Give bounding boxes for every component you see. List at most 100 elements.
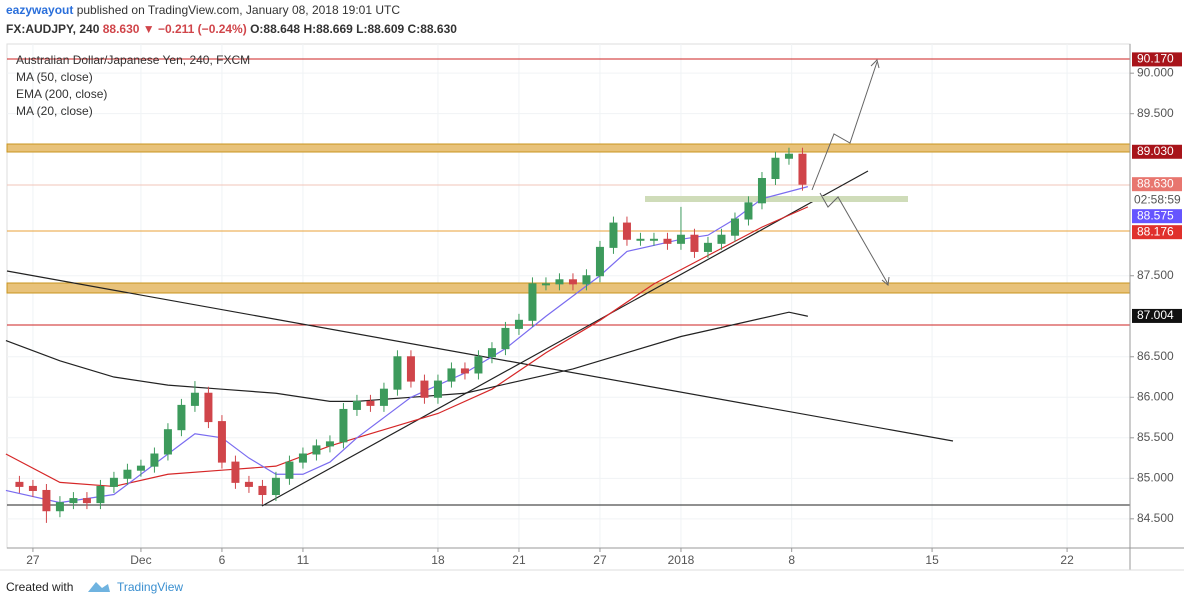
y-tick-label: 85.500 [1137, 430, 1174, 444]
candle-body [136, 465, 145, 471]
moving-average-line [5, 186, 809, 504]
y-tick-label: 86.000 [1137, 389, 1174, 403]
x-tick-label: 8 [788, 553, 795, 567]
candle-body [177, 404, 186, 431]
legend: MA (50, close) EMA (200, close) MA (20, cl… [16, 70, 107, 118]
x-tick-label: 27 [593, 553, 607, 567]
candle-body [15, 481, 24, 487]
candle-body [622, 222, 631, 240]
candle-body [744, 202, 753, 220]
arrow-up [811, 61, 878, 191]
candle-body [555, 279, 564, 285]
brand-logo [88, 582, 110, 592]
price-tag-label: 88.176 [1137, 224, 1174, 238]
price-tag [1132, 225, 1182, 240]
resistance-zone [6, 143, 1131, 153]
candle-body [447, 368, 456, 382]
candle-body [109, 477, 118, 487]
price-tag-label: 88.575 [1137, 208, 1174, 222]
open: O:88.648 [250, 22, 300, 36]
candle-body [541, 283, 550, 286]
y-tick-label: 89.500 [1137, 106, 1174, 120]
x-tick-label: 22 [1060, 553, 1074, 567]
footer-brand[interactable]: TradingView [117, 580, 183, 594]
price: 88.630 [103, 22, 140, 36]
price-tag-label: 89.030 [1137, 144, 1174, 158]
x-tick-label: 6 [219, 553, 226, 567]
candle-body [217, 421, 226, 463]
candle-body [325, 441, 334, 447]
candle-body [798, 153, 807, 185]
candle-body [285, 461, 294, 479]
x-tick-label: Dec [130, 553, 151, 567]
axes: 84.500 85.000 85.500 86.000 86.500 87.500 89.5… [26, 52, 1182, 567]
candle-body [568, 279, 577, 285]
legend-entry: EMA (200, close) [16, 87, 107, 101]
candle-body [514, 319, 523, 329]
header-line: eazywayout published on TradingView.com,… [6, 3, 400, 17]
x-tick-label: 27 [26, 553, 40, 567]
footer-created: Created with [6, 580, 73, 594]
x-tick-label: 18 [431, 553, 445, 567]
pivot-zone [645, 196, 908, 202]
author[interactable]: eazywayout [6, 3, 73, 17]
candle-body [703, 242, 712, 252]
low: L:88.609 [356, 22, 404, 36]
candle-body [474, 356, 483, 374]
candle-body [582, 275, 591, 285]
candle-body [730, 218, 739, 236]
candle-body [406, 356, 415, 382]
arrow-down [819, 192, 889, 285]
candle-body [42, 489, 51, 512]
candle-body [609, 222, 618, 248]
candle-body [69, 498, 78, 504]
candle-body [204, 392, 213, 423]
candle-body [352, 400, 361, 410]
countdown: 02:58:59 [1134, 192, 1181, 206]
candle-body [757, 178, 766, 204]
moving-average-line [5, 206, 809, 488]
candle-body [123, 469, 132, 479]
y-tick-label: 87.500 [1137, 268, 1174, 282]
candle-body [163, 429, 172, 455]
candle-body [784, 153, 793, 159]
legend-entry: MA (50, close) [16, 70, 93, 84]
y-tick-label: 86.500 [1137, 349, 1174, 363]
candle-body [649, 238, 658, 241]
x-tick-label: 21 [512, 553, 526, 567]
plot [5, 147, 809, 523]
candle-body [501, 327, 510, 350]
quote-line: FX:AUDJPY, 240 88.630 ▼ −0.211 (−0.24%) … [6, 22, 457, 36]
arrow-head [870, 59, 880, 69]
candle-body [676, 234, 685, 244]
close: C:88.630 [408, 22, 458, 36]
price-tag [1132, 209, 1182, 224]
price-tag [1132, 308, 1182, 323]
candle-body [690, 234, 699, 252]
candle-body [298, 453, 307, 463]
arrow-head [881, 276, 890, 286]
candle-body [420, 380, 429, 398]
candle-body [528, 283, 537, 321]
candle-body [379, 388, 388, 406]
price-tag [1132, 52, 1182, 67]
candle-body [771, 157, 780, 180]
candle-body [231, 461, 240, 483]
candle-body [271, 477, 280, 496]
candle-body [28, 485, 37, 491]
candle-body [366, 400, 375, 406]
candle-body [190, 392, 199, 406]
x-tick-label: 11 [297, 553, 310, 567]
chart-title: Australian Dollar/Japanese Yen, 240, FXC… [16, 53, 250, 67]
price-tag-label: 88.630 [1137, 176, 1174, 190]
legend-entry: MA (20, close) [16, 104, 93, 118]
candle-body [55, 502, 64, 512]
candle-body [487, 348, 496, 358]
candle-body [150, 453, 159, 467]
symbol: FX:AUDJPY, 240 [6, 22, 100, 36]
candle-body [244, 481, 253, 487]
price-tag [1132, 177, 1182, 192]
